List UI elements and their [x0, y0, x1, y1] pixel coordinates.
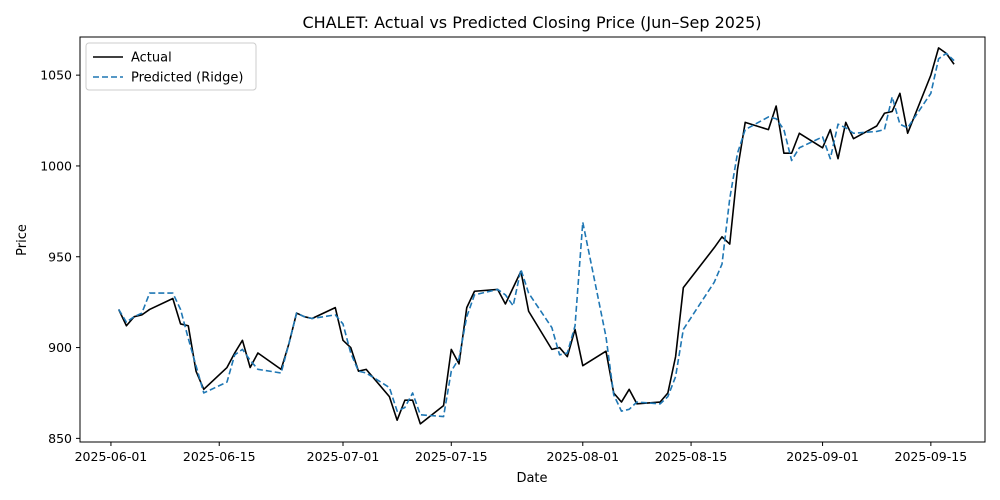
x-tick-label-4: 2025-08-01: [546, 449, 619, 464]
y-tick-label-4: 1050: [40, 68, 72, 83]
legend-label-actual: Actual: [131, 51, 172, 66]
y-axis-label: Price: [15, 224, 30, 256]
x-tick-label-6: 2025-09-01: [786, 449, 859, 464]
x-tick-label-0: 2025-06-01: [75, 449, 148, 464]
y-tick-label-2: 950: [48, 249, 72, 264]
legend-label-predicted: Predicted (Ridge): [131, 71, 243, 86]
y-tick-label-3: 1000: [40, 158, 72, 173]
x-tick-label-2: 2025-07-01: [307, 449, 380, 464]
x-axis-label: Date: [516, 471, 547, 486]
series-line-actual: [117, 47, 955, 425]
x-tick-label-3: 2025-07-15: [415, 449, 488, 464]
y-axis: 850 900 950 1000 1050: [40, 68, 80, 446]
series-layer: [117, 47, 955, 425]
x-axis: 2025-06-01 2025-06-15 2025-07-01 2025-07-15…: [75, 442, 968, 464]
y-tick-label-1: 900: [48, 340, 72, 355]
x-tick-label-1: 2025-06-15: [183, 449, 256, 464]
plot-area: [80, 37, 985, 442]
x-tick-label-7: 2025-09-15: [895, 449, 968, 464]
series-line-predicted: [117, 52, 955, 418]
legend: Actual Predicted (Ridge): [85, 42, 257, 91]
legend-box: [85, 42, 257, 91]
plot-frame: [79, 36, 986, 443]
y-tick-label-0: 850: [48, 431, 72, 446]
chart-title: CHALET: Actual vs Predicted Closing Pric…: [302, 13, 761, 32]
x-tick-label-5: 2025-08-15: [655, 449, 728, 464]
